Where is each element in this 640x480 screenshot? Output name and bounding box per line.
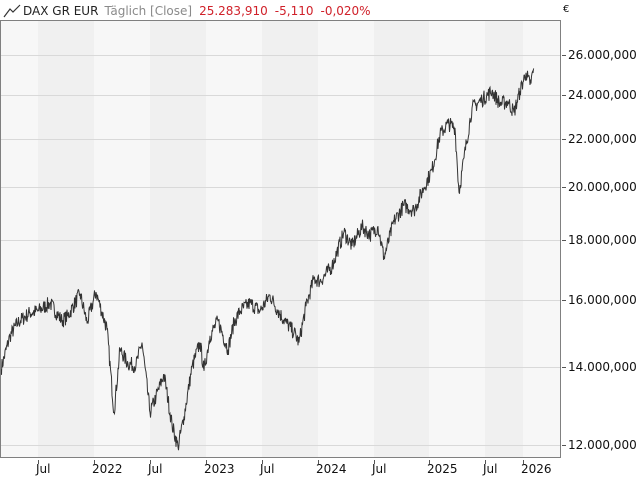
currency-symbol: €: [563, 4, 570, 15]
background-band: [374, 20, 429, 457]
last-price: 25.283,910: [199, 4, 268, 18]
y-tick-label: 16.000,000: [568, 292, 637, 307]
x-tick-label: 2023: [204, 462, 235, 476]
x-tick-label: Jul: [36, 462, 51, 476]
background-band: [150, 20, 206, 457]
background-band: [206, 20, 262, 457]
background-band: [94, 20, 150, 457]
background-band: [262, 20, 318, 457]
price-change: -5,110: [274, 4, 314, 18]
x-tick-label: Jul: [372, 462, 387, 476]
y-tick-label: 20.000,000: [568, 179, 637, 194]
y-tick-label: 12.000,000: [568, 437, 637, 452]
chart-background-bands: [1, 20, 560, 457]
y-tick-label: 18.000,000: [568, 232, 637, 247]
y-tick-label: 14.000,000: [568, 359, 637, 374]
y-gridlines: [1, 55, 560, 446]
x-tick-label: Jul: [483, 462, 498, 476]
x-tick-label: 2022: [92, 462, 123, 476]
y-tick-label: 26.000,000: [568, 47, 637, 62]
background-band: [1, 20, 38, 457]
line-chart-icon: [3, 4, 21, 18]
x-tick-label: 2025: [427, 462, 458, 476]
y-tick-label: 22.000,000: [568, 131, 637, 146]
period-label: Täglich [Close]: [104, 4, 193, 18]
background-band: [523, 20, 560, 457]
x-tick-label: 2024: [316, 462, 347, 476]
y-axis-ticks: [562, 55, 566, 446]
y-tick-label: 24.000,000: [568, 87, 637, 102]
x-tick-label: 2026: [521, 462, 552, 476]
plot-area-border: [0, 20, 561, 458]
background-band: [429, 20, 485, 457]
x-axis-ticks: [38, 460, 524, 464]
background-band: [485, 20, 523, 457]
x-tick-label: Jul: [148, 462, 163, 476]
chart-header: DAX GR EUR Täglich [Close] 25.283,910 -5…: [0, 0, 560, 22]
instrument-name: DAX GR EUR: [23, 4, 99, 18]
x-tick-label: Jul: [260, 462, 275, 476]
price-change-percent: -0,020%: [320, 4, 371, 18]
price-line[interactable]: [0, 68, 535, 451]
background-band: [38, 20, 94, 457]
